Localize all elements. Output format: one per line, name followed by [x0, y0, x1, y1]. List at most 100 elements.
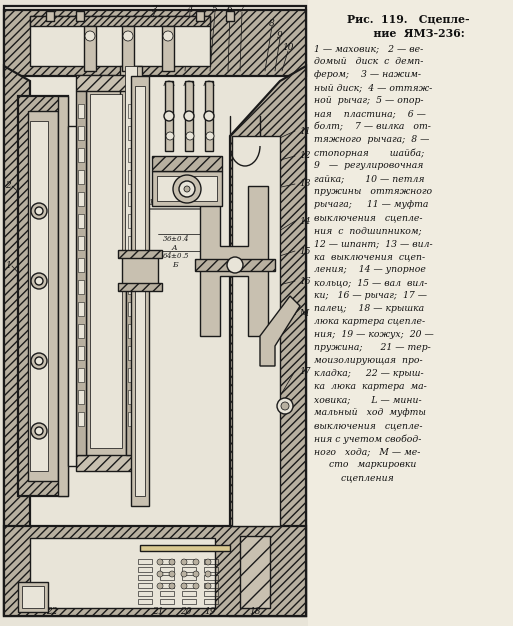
Polygon shape — [200, 186, 268, 336]
Text: ния  с  подшипником;: ния с подшипником; — [314, 226, 422, 235]
Circle shape — [181, 559, 187, 565]
Circle shape — [193, 571, 199, 577]
Bar — [30, 16, 210, 66]
Bar — [22, 586, 44, 608]
Text: сто   маркировки: сто маркировки — [314, 460, 417, 469]
Bar — [68, 126, 76, 466]
Text: выключения   сцепле-: выключения сцепле- — [314, 421, 423, 430]
Text: ховика;       L — мини-: ховика; L — мини- — [314, 395, 422, 404]
Bar — [152, 156, 222, 171]
Bar — [185, 81, 193, 151]
Bar — [76, 91, 86, 455]
Text: кладка;     22 — крыш-: кладка; 22 — крыш- — [314, 369, 424, 378]
Bar — [160, 591, 174, 596]
Bar — [128, 346, 134, 360]
Circle shape — [169, 559, 175, 565]
Bar — [128, 148, 134, 162]
Text: 3: 3 — [152, 4, 158, 14]
Bar — [204, 599, 218, 604]
Circle shape — [157, 571, 163, 577]
Bar — [204, 591, 218, 596]
Circle shape — [169, 571, 175, 577]
Text: 12 — шпант;  13 — вил-: 12 — шпант; 13 — вил- — [314, 239, 432, 248]
Circle shape — [35, 277, 43, 285]
Text: 10: 10 — [282, 43, 294, 53]
Text: выключения   сцепле-: выключения сцепле- — [314, 213, 423, 222]
Circle shape — [179, 181, 195, 197]
Bar — [135, 86, 145, 496]
Bar — [86, 86, 126, 456]
Bar — [160, 583, 174, 588]
Circle shape — [205, 583, 211, 589]
Bar — [165, 81, 173, 151]
Text: ного   хода;   M — ме-: ного хода; M — ме- — [314, 447, 420, 456]
Polygon shape — [4, 66, 30, 616]
Circle shape — [204, 111, 214, 121]
Bar — [160, 559, 174, 564]
Bar — [118, 250, 162, 258]
Bar — [204, 567, 218, 572]
Circle shape — [181, 571, 187, 577]
Bar — [182, 591, 196, 596]
Bar — [204, 575, 218, 580]
Text: болт;    7 — вилка   от-: болт; 7 — вилка от- — [314, 122, 431, 131]
Circle shape — [31, 423, 47, 439]
Bar — [160, 575, 174, 580]
Circle shape — [186, 132, 194, 140]
Bar — [157, 176, 217, 201]
Bar — [138, 583, 152, 588]
Text: пружины   оттяжного: пружины оттяжного — [314, 187, 432, 196]
Bar — [78, 236, 84, 250]
Bar — [18, 96, 68, 496]
Bar — [128, 368, 134, 382]
Circle shape — [184, 111, 194, 121]
Text: B: B — [94, 591, 102, 600]
Bar — [226, 11, 234, 21]
Bar — [182, 575, 196, 580]
Text: ный диск;  4 — оттяж-: ный диск; 4 — оттяж- — [314, 83, 432, 92]
Circle shape — [31, 203, 47, 219]
Bar — [76, 455, 136, 471]
Text: ка  выключения  сцеп-: ка выключения сцеп- — [314, 252, 425, 261]
Bar — [138, 559, 152, 564]
Circle shape — [206, 132, 214, 140]
Bar — [152, 171, 222, 206]
Bar — [4, 10, 306, 76]
Bar — [46, 11, 54, 21]
Text: тяжного  рычага;  8 —: тяжного рычага; 8 — — [314, 135, 429, 144]
Text: 8: 8 — [269, 19, 275, 28]
Circle shape — [277, 398, 293, 414]
Text: 19: 19 — [204, 607, 216, 617]
Bar — [78, 104, 84, 118]
Text: моизолирующая  про-: моизолирующая про- — [314, 356, 423, 365]
Bar — [128, 302, 134, 316]
Text: люка картера сцепле-: люка картера сцепле- — [314, 317, 425, 326]
Bar — [128, 258, 134, 272]
Bar — [84, 26, 96, 71]
Text: 16: 16 — [299, 277, 310, 285]
Text: 15: 15 — [299, 247, 310, 255]
Bar — [30, 121, 48, 471]
Bar — [122, 256, 158, 286]
Bar — [205, 81, 213, 151]
Bar — [128, 412, 134, 426]
Bar — [204, 559, 218, 564]
Bar — [128, 104, 134, 118]
Bar — [78, 214, 84, 228]
Text: кольцо;  15 — вал  вил-: кольцо; 15 — вал вил- — [314, 278, 427, 287]
Bar — [78, 148, 84, 162]
Circle shape — [166, 132, 174, 140]
Bar — [162, 26, 174, 71]
Bar — [58, 96, 68, 496]
Text: Б: Б — [172, 261, 177, 269]
Polygon shape — [260, 296, 300, 366]
Bar — [128, 390, 134, 404]
Bar — [196, 11, 204, 21]
Circle shape — [157, 559, 163, 565]
Text: 20: 20 — [180, 607, 192, 617]
Circle shape — [31, 353, 47, 369]
Text: 13.2: 13.2 — [148, 199, 165, 207]
Bar — [78, 368, 84, 382]
Circle shape — [169, 583, 175, 589]
Circle shape — [184, 186, 190, 192]
